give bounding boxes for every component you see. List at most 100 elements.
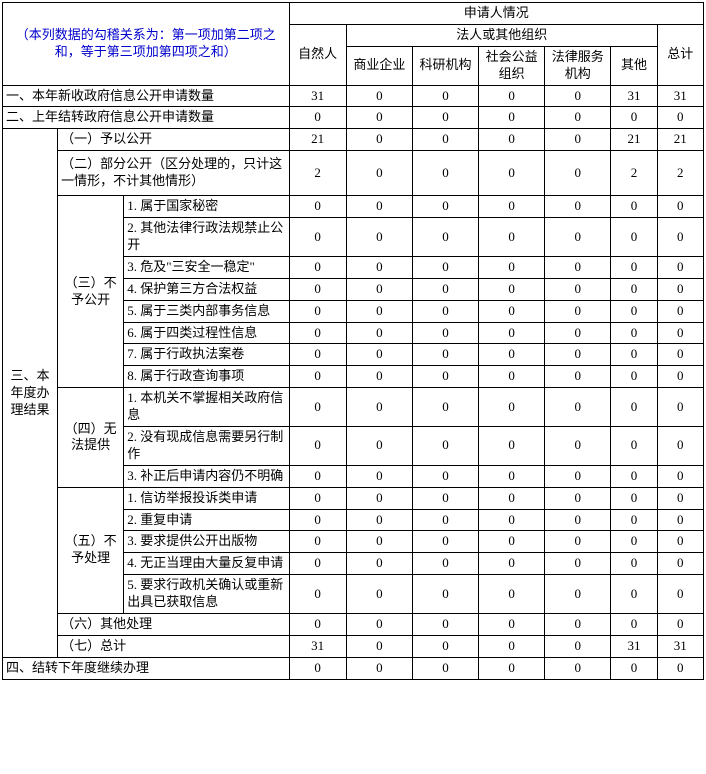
cell: 0 bbox=[289, 531, 346, 553]
cell: 0 bbox=[657, 614, 703, 636]
cell: 31 bbox=[657, 635, 703, 657]
cell: 0 bbox=[289, 657, 346, 679]
cell: 0 bbox=[346, 218, 412, 257]
cell: 0 bbox=[346, 344, 412, 366]
table-row: （二）部分公开（区分处理的，只计这一情形，不计其他情形） 2 0 0 0 0 2… bbox=[3, 151, 704, 196]
table-row: （三）不予公开 1. 属于国家秘密 0 0 0 0 0 0 0 bbox=[3, 196, 704, 218]
cell: 0 bbox=[479, 553, 545, 575]
cell: 0 bbox=[545, 322, 611, 344]
cell: 0 bbox=[289, 256, 346, 278]
cell: 0 bbox=[657, 256, 703, 278]
cell: 0 bbox=[479, 465, 545, 487]
cell: 0 bbox=[657, 531, 703, 553]
table-row: （四）无法提供 1. 本机关不掌握相关政府信息 0 0 0 0 0 0 0 bbox=[3, 388, 704, 427]
cell: 0 bbox=[611, 300, 657, 322]
row-label: （七）总计 bbox=[58, 635, 289, 657]
cell: 0 bbox=[412, 465, 478, 487]
cell: 0 bbox=[611, 465, 657, 487]
header-legal: 法人或其他组织 bbox=[346, 24, 657, 46]
cell: 0 bbox=[479, 107, 545, 129]
cell: 0 bbox=[545, 657, 611, 679]
cell: 0 bbox=[289, 575, 346, 614]
cell: 0 bbox=[479, 196, 545, 218]
cell: 0 bbox=[346, 531, 412, 553]
cell: 0 bbox=[412, 85, 478, 107]
row-label: 二、上年结转政府信息公开申请数量 bbox=[3, 107, 290, 129]
cell: 0 bbox=[657, 196, 703, 218]
cell: 0 bbox=[479, 129, 545, 151]
cell: 0 bbox=[657, 553, 703, 575]
row-label: （一）予以公开 bbox=[58, 129, 289, 151]
cell: 0 bbox=[545, 366, 611, 388]
cell: 0 bbox=[479, 575, 545, 614]
cell: 0 bbox=[479, 635, 545, 657]
section-3-label: 三、本年度办理结果 bbox=[3, 129, 58, 657]
row-label: （六）其他处理 bbox=[58, 614, 289, 636]
cell: 0 bbox=[545, 344, 611, 366]
cell: 0 bbox=[346, 129, 412, 151]
cell: 0 bbox=[657, 388, 703, 427]
gov-info-table: （本列数据的勾稽关系为：第一项加第二项之和，等于第三项加第四项之和） 申请人情况… bbox=[2, 2, 704, 680]
cell: 0 bbox=[346, 278, 412, 300]
row-label: 7. 属于行政执法案卷 bbox=[124, 344, 289, 366]
cell: 0 bbox=[611, 509, 657, 531]
cell: 0 bbox=[346, 151, 412, 196]
cell: 0 bbox=[346, 107, 412, 129]
cell: 0 bbox=[479, 300, 545, 322]
cell: 0 bbox=[412, 509, 478, 531]
row-label: 一、本年新收政府信息公开申请数量 bbox=[3, 85, 290, 107]
cell: 0 bbox=[611, 487, 657, 509]
cell: 0 bbox=[657, 218, 703, 257]
table-row: 三、本年度办理结果 （一）予以公开 21 0 0 0 0 21 21 bbox=[3, 129, 704, 151]
cell: 0 bbox=[346, 509, 412, 531]
cell: 0 bbox=[412, 107, 478, 129]
section-3-5-label: （五）不予处理 bbox=[58, 487, 124, 613]
cell: 0 bbox=[611, 388, 657, 427]
row-label: 3. 要求提供公开出版物 bbox=[124, 531, 289, 553]
row-label: 5. 属于三类内部事务信息 bbox=[124, 300, 289, 322]
row-label: 6. 属于四类过程性信息 bbox=[124, 322, 289, 344]
table-row: 二、上年结转政府信息公开申请数量 0 0 0 0 0 0 0 bbox=[3, 107, 704, 129]
cell: 0 bbox=[545, 85, 611, 107]
cell: 0 bbox=[289, 465, 346, 487]
cell: 0 bbox=[545, 531, 611, 553]
col-research: 科研机构 bbox=[412, 46, 478, 85]
cell: 0 bbox=[412, 575, 478, 614]
col-total: 总计 bbox=[657, 24, 703, 85]
cell: 0 bbox=[479, 427, 545, 466]
cell: 0 bbox=[611, 322, 657, 344]
cell: 0 bbox=[479, 366, 545, 388]
cell: 0 bbox=[412, 218, 478, 257]
cell: 0 bbox=[479, 614, 545, 636]
cell: 0 bbox=[346, 300, 412, 322]
cell: 0 bbox=[657, 509, 703, 531]
table-row: 四、结转下年度继续办理 0 0 0 0 0 0 0 bbox=[3, 657, 704, 679]
cell: 0 bbox=[346, 366, 412, 388]
cell: 0 bbox=[657, 575, 703, 614]
cell: 0 bbox=[289, 427, 346, 466]
cell: 0 bbox=[545, 278, 611, 300]
cell: 0 bbox=[289, 388, 346, 427]
cell: 0 bbox=[479, 278, 545, 300]
cell: 0 bbox=[412, 366, 478, 388]
cell: 0 bbox=[479, 344, 545, 366]
cell: 2 bbox=[611, 151, 657, 196]
row-label: 1. 属于国家秘密 bbox=[124, 196, 289, 218]
cell: 0 bbox=[412, 278, 478, 300]
table-row: （六）其他处理 0 0 0 0 0 0 0 bbox=[3, 614, 704, 636]
section-3-3-label: （三）不予公开 bbox=[58, 196, 124, 388]
cell: 21 bbox=[289, 129, 346, 151]
row-label: 1. 本机关不掌握相关政府信息 bbox=[124, 388, 289, 427]
cell: 0 bbox=[289, 553, 346, 575]
cell: 0 bbox=[289, 487, 346, 509]
cell: 0 bbox=[289, 300, 346, 322]
cell: 0 bbox=[545, 151, 611, 196]
cell: 0 bbox=[346, 575, 412, 614]
cell: 0 bbox=[412, 151, 478, 196]
cell: 0 bbox=[657, 465, 703, 487]
cell: 0 bbox=[479, 509, 545, 531]
cell: 0 bbox=[346, 256, 412, 278]
table-row: 一、本年新收政府信息公开申请数量 31 0 0 0 0 31 31 bbox=[3, 85, 704, 107]
cell: 2 bbox=[289, 151, 346, 196]
cell: 0 bbox=[545, 218, 611, 257]
